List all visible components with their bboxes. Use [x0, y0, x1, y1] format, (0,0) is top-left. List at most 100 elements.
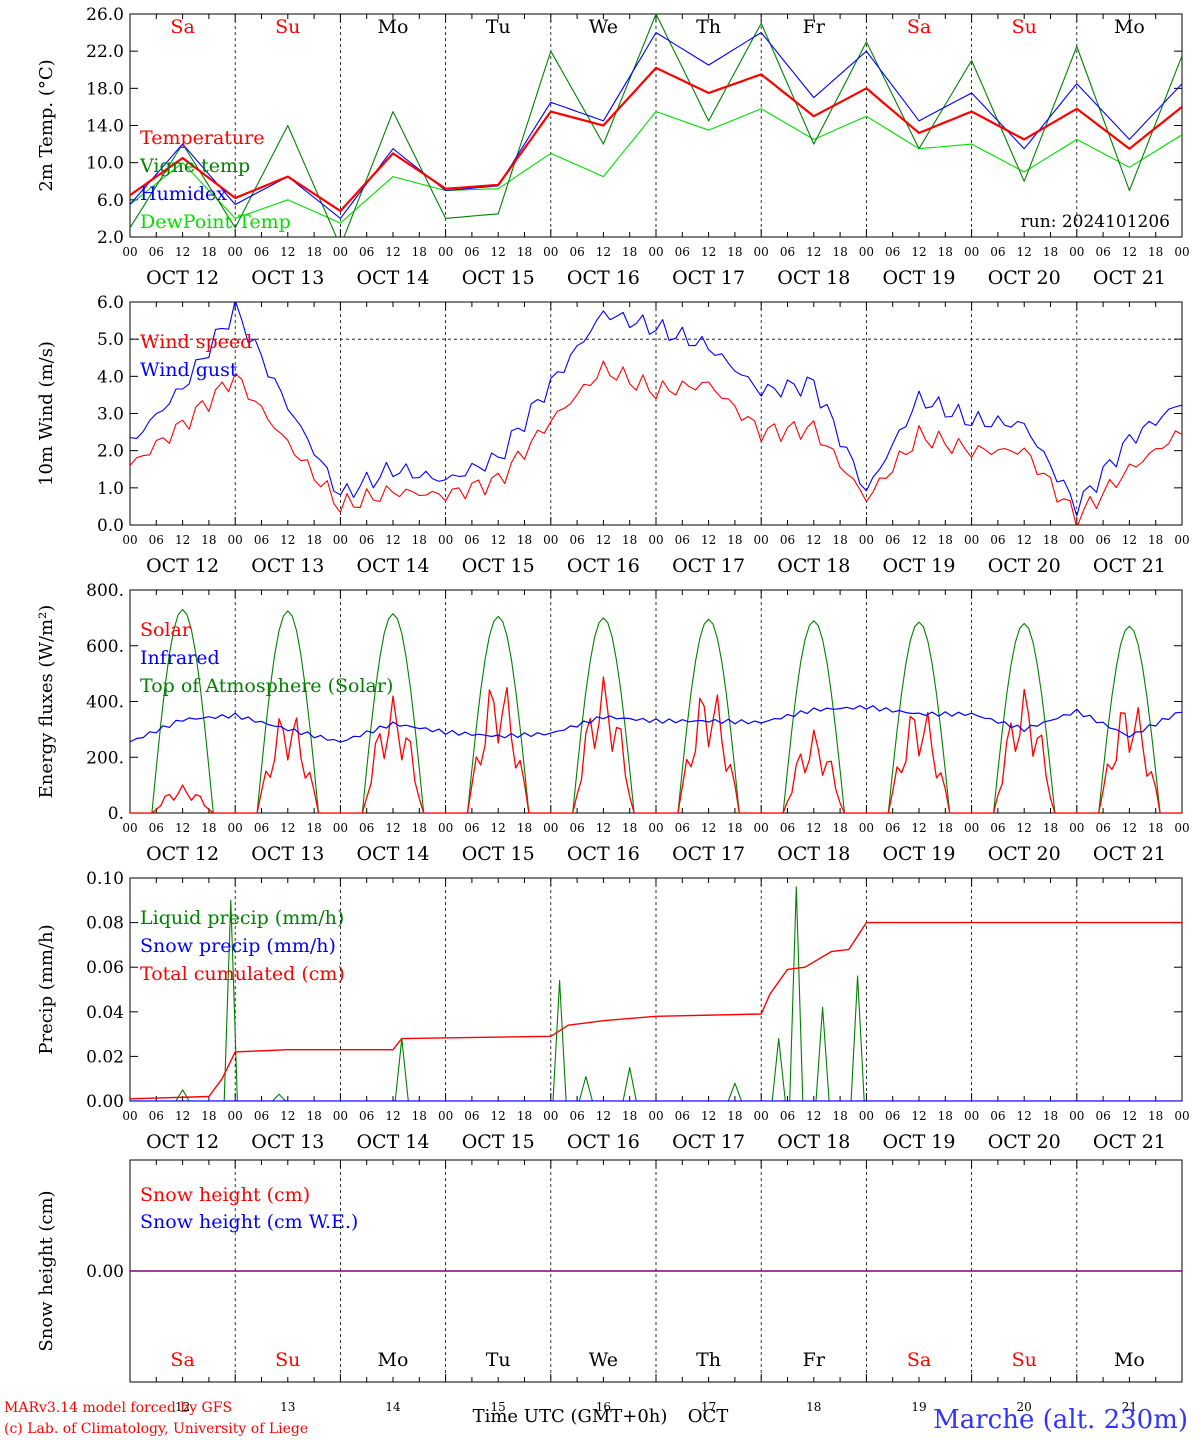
- hour-label: 06: [780, 245, 795, 259]
- hour-label: 00: [1174, 533, 1189, 547]
- hour-label: 18: [517, 821, 532, 835]
- hour-label: 06: [675, 245, 690, 259]
- panel-precip: 0.00 0.02 0.04 0.06 0.08 0.10 Precip (mm/h) 00 0…: [36, 869, 1190, 1153]
- hour-label: 12: [701, 245, 716, 259]
- run-annotation: run: 2024101206: [1021, 212, 1170, 232]
- hour-label: 12: [385, 821, 400, 835]
- day-abbr: Tu: [486, 1349, 511, 1371]
- y-tick-label: 1.0: [97, 479, 124, 499]
- day-number-label: 20: [1017, 1400, 1032, 1414]
- panel-temp: 2.0 6.0 10.0 14.0 18.0 22.0 26.0 2m Temp. (°C) 0…: [36, 5, 1190, 289]
- bottom-axis-month: OCT: [688, 1406, 729, 1427]
- hour-label: 18: [1043, 245, 1058, 259]
- hour-label: 06: [149, 533, 164, 547]
- hour-label: 18: [622, 245, 637, 259]
- date-label: OCT 16: [567, 1131, 640, 1153]
- hour-label: 12: [701, 533, 716, 547]
- day-abbr: Fr: [803, 16, 826, 38]
- hour-label: 12: [806, 821, 821, 835]
- hour-label: 06: [1095, 821, 1110, 835]
- y-axis-label: Snow height (cm): [36, 1190, 57, 1351]
- hour-label: 18: [727, 821, 742, 835]
- date-label: OCT 15: [462, 267, 535, 289]
- date-label: OCT 21: [1093, 843, 1166, 865]
- day-abbr: Mo: [1114, 16, 1145, 38]
- hour-label: 12: [911, 245, 926, 259]
- hour-label: 00: [964, 1109, 979, 1123]
- date-label: OCT 18: [777, 843, 850, 865]
- y-tick-label: 10.0: [86, 154, 124, 174]
- date-label: OCT 20: [988, 1131, 1061, 1153]
- hour-label: 06: [149, 245, 164, 259]
- hour-label: 18: [201, 533, 216, 547]
- hour-label: 00: [228, 821, 243, 835]
- y-tick-label: 600.: [86, 637, 124, 657]
- y-tick-label: 22.0: [86, 42, 124, 62]
- hour-label: 18: [201, 1109, 216, 1123]
- hour-label: 12: [1017, 245, 1032, 259]
- day-abbr: Sa: [170, 16, 194, 38]
- y-tick-label: 0.02: [86, 1047, 124, 1067]
- bottom-axis-label: Time UTC (GMT+0h): [473, 1406, 668, 1427]
- y-tick-label: 14.0: [86, 117, 124, 137]
- hour-label: 00: [438, 533, 453, 547]
- hour-label: 06: [359, 245, 374, 259]
- hour-label: 18: [938, 245, 953, 259]
- date-label: OCT 16: [567, 267, 640, 289]
- legend-entry: DewPoint Temp: [140, 211, 291, 233]
- hour-label: 00: [754, 245, 769, 259]
- legend-entry: Liquid precip (mm/h): [140, 907, 344, 929]
- day-abbr: Sa: [170, 1349, 194, 1371]
- hour-label: 18: [832, 1109, 847, 1123]
- date-label: OCT 17: [672, 555, 745, 577]
- plot-area: [130, 608, 1182, 813]
- hour-label: 06: [675, 1109, 690, 1123]
- day-number-label: 17: [701, 1400, 716, 1414]
- legend-entry: Total cumulated (cm): [140, 963, 345, 985]
- legend-entry: Wind gust: [140, 359, 238, 381]
- date-label: OCT 14: [356, 843, 429, 865]
- y-tick-label: 2.0: [97, 228, 124, 248]
- date-label: OCT 18: [777, 267, 850, 289]
- date-label: OCT 13: [251, 555, 324, 577]
- hour-label: 18: [201, 245, 216, 259]
- series-line-wind-speed: [130, 360, 1182, 525]
- date-label: OCT 20: [988, 267, 1061, 289]
- hour-label: 00: [122, 1109, 137, 1123]
- day-number-label: 14: [385, 1400, 401, 1414]
- y-tick-label: 0.00: [86, 1262, 124, 1282]
- plot-frame: [129, 301, 1183, 526]
- credit-line-1: MARv3.14 model forced by GFS: [4, 1400, 232, 1416]
- y-tick-label: 800.: [86, 581, 124, 601]
- y-tick-label: 400.: [86, 693, 124, 713]
- hour-label: 18: [1148, 533, 1163, 547]
- hour-label: 18: [938, 1109, 953, 1123]
- hour-label: 12: [911, 1109, 926, 1123]
- hour-label: 00: [543, 821, 558, 835]
- date-label: OCT 14: [356, 1131, 429, 1153]
- day-abbr: Su: [275, 16, 300, 38]
- hour-label: 00: [964, 821, 979, 835]
- date-label: OCT 13: [251, 843, 324, 865]
- hour-label: 12: [175, 1109, 190, 1123]
- hour-label: 12: [596, 533, 611, 547]
- hour-label: 06: [990, 1109, 1005, 1123]
- y-tick-label: 0.: [108, 804, 124, 824]
- hour-label: 12: [280, 533, 295, 547]
- hour-label: 18: [832, 533, 847, 547]
- hour-label: 18: [1043, 821, 1058, 835]
- day-number-label: 12: [175, 1400, 190, 1414]
- date-label: OCT 12: [146, 1131, 219, 1153]
- hour-label: 00: [1174, 245, 1189, 259]
- hour-label: 12: [596, 1109, 611, 1123]
- hour-label: 00: [228, 1109, 243, 1123]
- day-abbr: Mo: [378, 1349, 409, 1371]
- hour-label: 00: [859, 533, 874, 547]
- day-number-label: 19: [911, 1400, 926, 1414]
- hour-label: 12: [385, 245, 400, 259]
- hour-label: 06: [885, 1109, 900, 1123]
- day-abbr: Tu: [486, 16, 511, 38]
- hour-label: 18: [1043, 1109, 1058, 1123]
- series-line-infrared: [130, 704, 1182, 743]
- credit-line-2: (c) Lab. of Climatology, University of L…: [4, 1421, 308, 1437]
